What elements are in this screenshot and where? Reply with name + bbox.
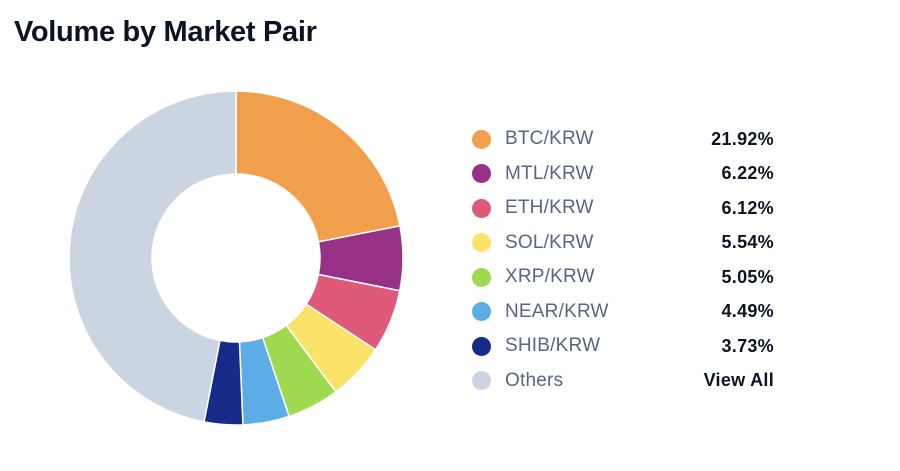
view-all-link[interactable]: View All bbox=[703, 370, 774, 391]
legend-label: SOL/KRW bbox=[505, 231, 594, 253]
legend-item-btc-krw[interactable]: BTC/KRW 21.92% bbox=[472, 122, 778, 157]
legend-value: 4.49% bbox=[721, 301, 774, 322]
legend-item-sol-krw[interactable]: SOL/KRW 5.54% bbox=[472, 226, 778, 261]
legend-item-near-krw[interactable]: NEAR/KRW 4.49% bbox=[472, 295, 778, 330]
legend-value: 21.92% bbox=[711, 128, 774, 149]
legend-value: 3.73% bbox=[721, 335, 774, 356]
legend-dot bbox=[472, 233, 491, 253]
legend-label: XRP/KRW bbox=[505, 266, 595, 288]
legend-value: 6.12% bbox=[721, 197, 774, 218]
legend-label: Others bbox=[505, 369, 564, 391]
legend-dot bbox=[472, 129, 491, 149]
legend-dot bbox=[472, 267, 491, 287]
legend-label: NEAR/KRW bbox=[505, 300, 609, 322]
legend-value: 6.22% bbox=[721, 163, 774, 184]
page-title: Volume by Market Pair bbox=[14, 16, 317, 48]
slice-others[interactable] bbox=[68, 90, 237, 423]
legend-label: ETH/KRW bbox=[505, 197, 594, 219]
chart-legend: BTC/KRW 21.92% MTL/KRW 6.22% ETH/KRW 6.1… bbox=[472, 122, 778, 398]
legend-dot bbox=[472, 371, 491, 391]
legend-item-shib-krw[interactable]: SHIB/KRW 3.73% bbox=[472, 329, 778, 364]
slice-btc-krw[interactable] bbox=[235, 90, 401, 243]
legend-value: 5.54% bbox=[721, 232, 774, 253]
legend-dot bbox=[472, 302, 491, 322]
legend-dot bbox=[472, 198, 491, 218]
legend-item-xrp-krw[interactable]: XRP/KRW 5.05% bbox=[472, 260, 778, 295]
legend-label: SHIB/KRW bbox=[505, 335, 601, 357]
legend-item-mtl-krw[interactable]: MTL/KRW 6.22% bbox=[472, 157, 778, 192]
legend-value: 5.05% bbox=[721, 266, 774, 287]
legend-label: BTC/KRW bbox=[505, 128, 594, 150]
legend-dot bbox=[472, 336, 491, 356]
legend-label: MTL/KRW bbox=[505, 162, 594, 184]
legend-dot bbox=[472, 164, 491, 184]
legend-item-eth-krw[interactable]: ETH/KRW 6.12% bbox=[472, 191, 778, 226]
legend-item-others[interactable]: Others View All bbox=[472, 364, 778, 399]
